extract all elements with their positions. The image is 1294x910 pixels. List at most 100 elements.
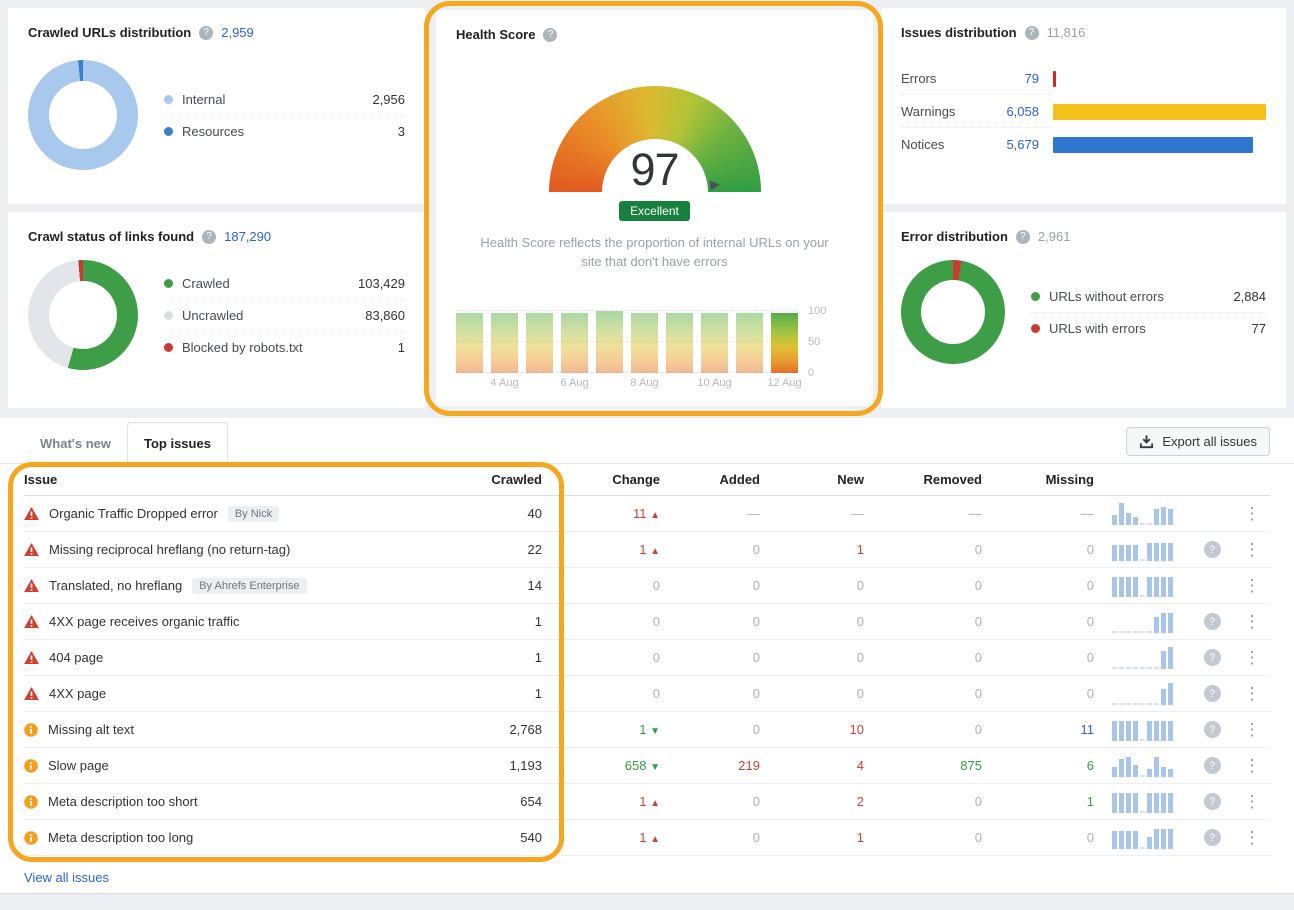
issue-row[interactable]: Missing reciprocal hreflang (no return-t…	[24, 532, 1270, 568]
history-bar-slot[interactable]	[596, 311, 623, 373]
crawled-cell[interactable]: 1,193	[450, 758, 542, 773]
distribution-value-link[interactable]: 5,679	[1006, 137, 1053, 152]
history-bar-slot[interactable]	[456, 311, 483, 373]
tab-whats-new[interactable]: What's new	[24, 423, 127, 463]
distribution-value-link[interactable]: 6,058	[1006, 104, 1053, 119]
issue-name-cell[interactable]: Meta description too long	[24, 830, 450, 845]
issue-row[interactable]: Translated, no hreflangBy Ahrefs Enterpr…	[24, 568, 1270, 604]
help-icon[interactable]: ?	[1204, 685, 1221, 702]
legend-item[interactable]: Blocked by robots.txt1	[164, 332, 405, 363]
row-menu-icon[interactable]: ⋮	[1234, 504, 1270, 524]
distribution-bar	[1053, 104, 1266, 120]
issue-row[interactable]: Organic Traffic Dropped errorBy Nick4011…	[24, 496, 1270, 532]
help-icon[interactable]: ?	[543, 28, 557, 42]
history-bar-slot[interactable]: 4 Aug	[491, 311, 518, 373]
help-icon[interactable]: ?	[1204, 613, 1221, 630]
crawled-cell[interactable]: 40	[450, 506, 542, 521]
crawled-cell[interactable]: 654	[450, 794, 542, 809]
history-bar-slot[interactable]	[736, 311, 763, 373]
legend-item[interactable]: Resources3	[164, 116, 405, 147]
legend-item[interactable]: URLs without errors2,884	[1031, 281, 1266, 313]
trend-down-icon: ▼	[650, 762, 660, 773]
issue-name-cell[interactable]: Missing reciprocal hreflang (no return-t…	[24, 542, 450, 557]
legend-item[interactable]: Internal2,956	[164, 84, 405, 116]
issue-name-cell[interactable]: 404 page	[24, 650, 450, 665]
issue-name-cell[interactable]: 4XX page	[24, 686, 450, 701]
issue-row[interactable]: 404 page100000?⋮	[24, 640, 1270, 676]
view-all-issues-link[interactable]: View all issues	[24, 870, 109, 885]
help-icon[interactable]: ?	[1204, 829, 1221, 846]
help-icon[interactable]: ?	[199, 26, 213, 40]
issue-name-cell[interactable]: Slow page	[24, 758, 450, 773]
issue-name-cell[interactable]: 4XX page receives organic traffic	[24, 614, 450, 629]
help-icon[interactable]: ?	[1204, 649, 1221, 666]
help-icon[interactable]: ?	[1025, 26, 1039, 40]
row-menu-icon[interactable]: ⋮	[1234, 828, 1270, 848]
tab-top-issues[interactable]: Top issues	[127, 422, 228, 464]
col-header-change[interactable]: Change	[542, 472, 660, 487]
col-header-removed[interactable]: Removed	[864, 472, 982, 487]
issue-title[interactable]: Translated, no hreflang	[49, 578, 182, 593]
crawled-urls-total-link[interactable]: 2,959	[221, 25, 254, 40]
issue-row[interactable]: Meta description too short6541 ▲0201?⋮	[24, 784, 1270, 820]
distribution-value-link[interactable]: 79	[1025, 71, 1053, 86]
legend-item[interactable]: Uncrawled83,860	[164, 300, 405, 332]
help-icon[interactable]: ?	[1204, 793, 1221, 810]
issue-title[interactable]: Organic Traffic Dropped error	[49, 506, 218, 521]
row-menu-icon[interactable]: ⋮	[1234, 756, 1270, 776]
col-header-added[interactable]: Added	[660, 472, 760, 487]
crawled-cell[interactable]: 1	[450, 686, 542, 701]
legend-item[interactable]: URLs with errors77	[1031, 313, 1266, 344]
row-menu-icon[interactable]: ⋮	[1234, 612, 1270, 632]
issue-row[interactable]: 4XX page100000?⋮	[24, 676, 1270, 712]
issue-title[interactable]: 4XX page	[49, 686, 106, 701]
crawl-status-total-link[interactable]: 187,290	[224, 229, 271, 244]
help-icon[interactable]: ?	[1204, 757, 1221, 774]
missing-cell: 0	[982, 686, 1094, 701]
crawled-cell[interactable]: 14	[450, 578, 542, 593]
row-menu-icon[interactable]: ⋮	[1234, 648, 1270, 668]
history-bar-slot[interactable]: 10 Aug	[701, 311, 728, 373]
legend-item[interactable]: Crawled103,429	[164, 268, 405, 300]
issue-name-cell[interactable]: Missing alt text	[24, 722, 450, 737]
history-bar-slot[interactable]	[526, 311, 553, 373]
col-header-crawled[interactable]: Crawled	[450, 472, 542, 487]
issue-name-cell[interactable]: Meta description too short	[24, 794, 450, 809]
col-header-missing[interactable]: Missing	[982, 472, 1094, 487]
export-all-issues-button[interactable]: Export all issues	[1126, 427, 1270, 456]
issue-name-cell[interactable]: Organic Traffic Dropped errorBy Nick	[24, 506, 450, 522]
crawled-cell[interactable]: 540	[450, 830, 542, 845]
crawled-cell[interactable]: 22	[450, 542, 542, 557]
issue-title[interactable]: 404 page	[49, 650, 103, 665]
issue-title[interactable]: Missing alt text	[48, 722, 134, 737]
help-icon[interactable]: ?	[202, 230, 216, 244]
row-menu-icon[interactable]: ⋮	[1234, 684, 1270, 704]
history-bar-slot[interactable]: 12 Aug	[771, 311, 798, 373]
crawled-cell[interactable]: 1	[450, 650, 542, 665]
crawled-cell[interactable]: 2,768	[450, 722, 542, 737]
row-menu-icon[interactable]: ⋮	[1234, 540, 1270, 560]
crawled-cell[interactable]: 1	[450, 614, 542, 629]
help-icon[interactable]: ?	[1204, 541, 1221, 558]
issue-title[interactable]: Missing reciprocal hreflang (no return-t…	[49, 542, 290, 557]
row-menu-icon[interactable]: ⋮	[1234, 720, 1270, 740]
issue-title[interactable]: Meta description too long	[48, 830, 193, 845]
help-icon[interactable]: ?	[1204, 721, 1221, 738]
issue-row[interactable]: Meta description too long5401 ▲0100?⋮	[24, 820, 1270, 856]
row-menu-icon[interactable]: ⋮	[1234, 792, 1270, 812]
issue-name-cell[interactable]: Translated, no hreflangBy Ahrefs Enterpr…	[24, 578, 450, 594]
history-bar-slot[interactable]: 8 Aug	[631, 311, 658, 373]
issue-title[interactable]: 4XX page receives organic traffic	[49, 614, 240, 629]
col-header-new[interactable]: New	[760, 472, 864, 487]
issue-title[interactable]: Slow page	[48, 758, 109, 773]
issue-title[interactable]: Meta description too short	[48, 794, 198, 809]
col-header-issue[interactable]: Issue	[24, 472, 450, 487]
help-icon[interactable]: ?	[1016, 230, 1030, 244]
issue-row[interactable]: Slow page1,193658 ▼21948756?⋮	[24, 748, 1270, 784]
row-menu-icon[interactable]: ⋮	[1234, 576, 1270, 596]
history-bar-slot[interactable]	[666, 311, 693, 373]
history-bar-slot[interactable]: 6 Aug	[561, 311, 588, 373]
error-icon	[24, 615, 39, 628]
issue-row[interactable]: 4XX page receives organic traffic100000?…	[24, 604, 1270, 640]
issue-row[interactable]: Missing alt text2,7681 ▼010011?⋮	[24, 712, 1270, 748]
